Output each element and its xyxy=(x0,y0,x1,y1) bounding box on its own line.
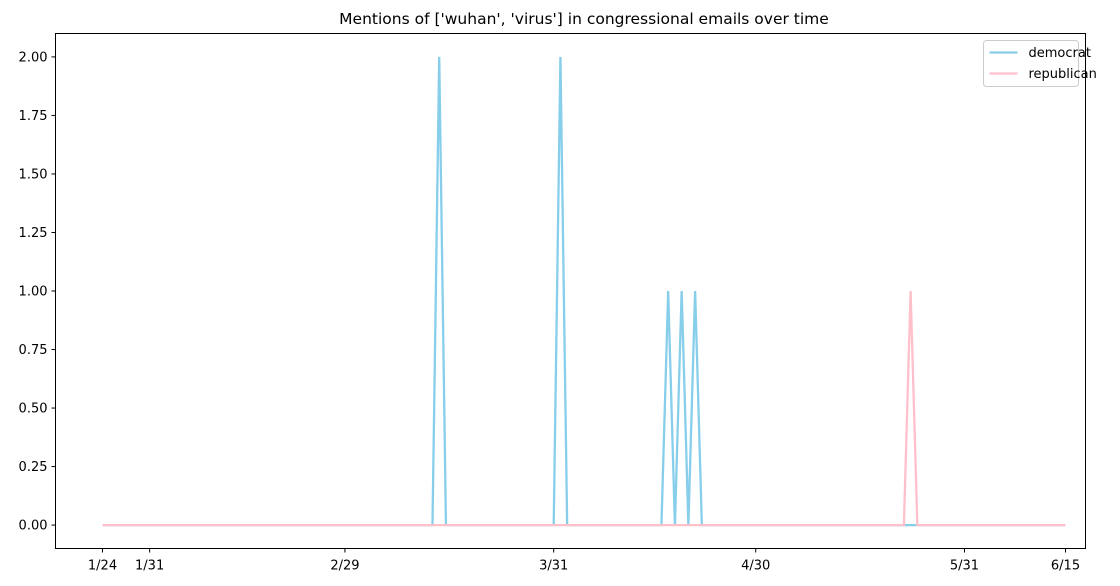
series-line-republican xyxy=(102,290,1066,527)
legend-label-republican: republican xyxy=(1029,67,1097,82)
x-tick-label: 1/31 xyxy=(135,559,164,574)
x-tick-label: 1/24 xyxy=(88,559,117,574)
x-tick-label: 6/15 xyxy=(1051,559,1080,574)
y-tick-label: 2.00 xyxy=(19,50,48,65)
y-tick-label: 0.75 xyxy=(19,343,48,358)
x-tick-label: 4/30 xyxy=(741,559,770,574)
y-tick-label: 1.50 xyxy=(19,167,48,182)
y-tick-label: 1.25 xyxy=(19,226,48,241)
x-tick-label: 2/29 xyxy=(330,559,359,574)
chart-title: Mentions of ['wuhan', 'virus'] in congre… xyxy=(339,10,829,28)
y-tick-label: 0.50 xyxy=(19,402,48,417)
series-lines xyxy=(102,56,1066,527)
legend: democrat republican xyxy=(983,40,1097,87)
y-tick-label: 0.25 xyxy=(19,460,48,475)
y-tick-label: 1.00 xyxy=(19,285,48,300)
y-tick-label: 1.75 xyxy=(19,109,48,124)
series-line-democrat xyxy=(102,56,1066,527)
legend-label-democrat: democrat xyxy=(1029,46,1091,61)
y-axis: 0.00 0.25 0.50 0.75 1.00 1.25 1.50 1.75 2.00 xyxy=(19,50,56,534)
y-tick-label: 0.00 xyxy=(19,519,48,534)
x-axis: 1/24 1/31 2/29 3/31 4/30 5/31 6/15 xyxy=(88,548,1080,574)
x-tick-label: 5/31 xyxy=(950,559,979,574)
plot-frame xyxy=(55,33,1086,549)
x-tick-label: 3/31 xyxy=(539,559,568,574)
